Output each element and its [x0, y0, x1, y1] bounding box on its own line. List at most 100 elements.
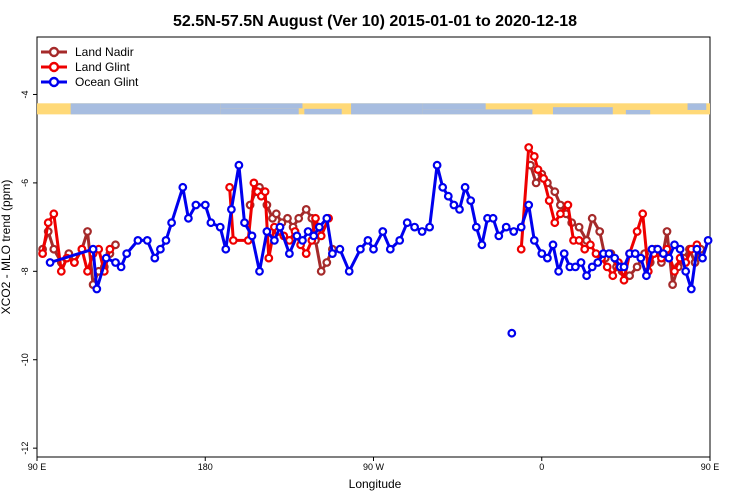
- land-nadir-point-19: [271, 209, 281, 219]
- x-axis-label: Longitude: [349, 477, 402, 491]
- ocean-glint-point-14: [183, 213, 193, 223]
- ocean-glint-point-41: [378, 227, 388, 236]
- ocean-glint-point-67: [548, 240, 558, 250]
- ocean-glint-point-19: [221, 244, 231, 254]
- ocean-glint-point-13: [178, 182, 188, 192]
- ocean-band-0: [70, 103, 221, 115]
- land-glint-point-43: [586, 240, 595, 250]
- chart-title: 52.5N-57.5N August (Ver 10) 2015-01-01 t…: [173, 13, 577, 30]
- ocean-glint-point-73: [582, 271, 591, 281]
- ocean-glint-point-28: [285, 249, 294, 259]
- legend-label-ocean-glint: Ocean Glint: [75, 75, 139, 89]
- ocean-glint-point-6: [122, 249, 132, 259]
- ocean-glint-point-25: [262, 227, 272, 236]
- ocean-glint-point-77: [604, 249, 614, 259]
- land-nadir-point-27: [316, 266, 326, 276]
- land-nadir-point-47: [632, 262, 642, 272]
- series-ocean-glint: [45, 160, 713, 338]
- land-glint-point-13: [228, 235, 238, 245]
- land-nadir-point-34: [550, 187, 560, 197]
- series-layer: [38, 143, 713, 338]
- x-tick-label-1: 180: [198, 462, 213, 472]
- y-tick-label-0: -4: [20, 90, 30, 98]
- land-nadir-point-23: [294, 213, 304, 223]
- land-nadir-point-7: [83, 227, 92, 236]
- land-nadir-point-38: [574, 222, 584, 232]
- ocean-glint-point-63: [524, 200, 534, 210]
- ocean-glint-point-22: [240, 218, 249, 228]
- land-glint-point-18: [260, 187, 270, 197]
- ocean-band-5: [422, 103, 486, 110]
- ocean-glint-point-86: [653, 244, 663, 254]
- ocean-glint-point-39: [363, 235, 373, 245]
- ocean-band-7: [552, 107, 613, 115]
- ocean-glint-point-47: [425, 222, 435, 232]
- ocean-glint-point-48: [432, 160, 442, 170]
- ocean-glint-point-2: [92, 284, 102, 294]
- legend-marker-ocean-glint: [48, 76, 60, 88]
- ocean-band-9: [687, 103, 707, 110]
- land-nadir-point-21: [283, 213, 292, 223]
- ocean-glint-point-87: [658, 249, 668, 259]
- y-axis-label: XCO2 - MLO trend (ppm): [0, 180, 13, 315]
- ocean-glint-point-83: [636, 253, 646, 263]
- ocean-glint-outlier-point-0: [507, 328, 517, 338]
- ocean-glint-point-49: [438, 182, 448, 192]
- ocean-glint-point-66: [543, 253, 552, 263]
- land-glint-point-34: [533, 165, 543, 175]
- land-glint-point-47: [608, 271, 618, 281]
- land-glint-point-38: [556, 209, 565, 219]
- ocean-glint-point-16: [200, 200, 210, 210]
- land-nadir-point-53: [668, 280, 677, 290]
- land-glint-point-19: [264, 253, 274, 263]
- land-glint-point-0: [38, 249, 47, 259]
- y-tick-label-2: -8: [20, 267, 30, 275]
- y-tick-label-3: -10: [20, 353, 30, 366]
- land-glint-point-26: [301, 249, 311, 259]
- land-glint-point-29: [316, 231, 326, 241]
- legend-marker-land-nadir: [48, 46, 60, 58]
- ocean-glint-point-0: [45, 258, 55, 267]
- ocean-glint-point-34: [322, 213, 332, 223]
- ocean-glint-point-31: [303, 227, 313, 236]
- y-axis: -4 -6 -8 -10 -12: [20, 90, 37, 455]
- ocean-glint-point-5: [116, 262, 126, 272]
- x-tick-label-3: 0: [539, 462, 544, 472]
- ocean-glint-point-3: [101, 253, 111, 263]
- land-glint-point-5: [69, 258, 79, 267]
- land-glint-point-2: [49, 209, 59, 219]
- ocean-glint-point-18: [215, 222, 225, 232]
- ocean-glint-point-92: [686, 284, 696, 294]
- ocean-glint-point-15: [191, 200, 201, 210]
- ocean-glint-point-17: [206, 218, 216, 228]
- ocean-glint-point-62: [516, 222, 526, 232]
- land-glint-point-41: [574, 235, 584, 245]
- ocean-glint-point-26: [270, 235, 279, 245]
- land-glint-point-15: [249, 178, 259, 188]
- ocean-band-8: [625, 109, 651, 115]
- ocean-glint-point-10: [155, 244, 165, 254]
- ocean-glint-point-42: [385, 244, 395, 254]
- land-glint-point-3: [56, 266, 66, 276]
- ocean-glint-point-9: [150, 253, 160, 263]
- ocean-glint-point-59: [494, 231, 504, 241]
- ocean-band-6: [422, 109, 533, 115]
- ocean-glint-point-38: [356, 244, 365, 254]
- ocean-glint-point-82: [630, 249, 640, 259]
- ocean-glint-point-35: [328, 249, 337, 259]
- ocean-glint-point-20: [226, 204, 236, 214]
- land-glint-point-28: [311, 213, 320, 223]
- land-ocean-strip: [37, 103, 710, 115]
- ocean-glint-point-95: [703, 235, 713, 245]
- land-glint-point-1: [43, 218, 53, 228]
- ocean-glint-point-69: [559, 249, 569, 259]
- ocean-glint-point-78: [610, 253, 620, 263]
- legend-label-land-nadir: Land Nadir: [75, 45, 134, 59]
- land-nadir-point-2: [49, 244, 59, 254]
- land-nadir-point-52: [662, 227, 672, 236]
- ocean-glint-point-68: [554, 266, 563, 276]
- land-glint-point-12: [225, 182, 235, 192]
- land-glint-point-52: [638, 209, 648, 219]
- x-tick-label-2: 90 W: [363, 462, 385, 472]
- y-tick-label-1: -6: [20, 179, 30, 187]
